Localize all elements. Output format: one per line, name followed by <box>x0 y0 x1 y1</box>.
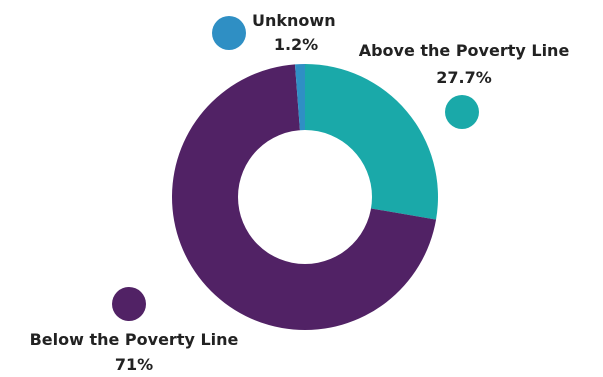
unknown-marker <box>212 16 246 50</box>
above-poverty-label: Above the Poverty Line <box>359 41 570 60</box>
below-poverty-value: 71% <box>115 355 153 374</box>
above-poverty-marker <box>445 95 479 129</box>
unknown-value: 1.2% <box>274 35 318 54</box>
unknown-label: Unknown <box>252 11 336 30</box>
below-poverty-label: Below the Poverty Line <box>30 330 239 349</box>
donut-hole <box>238 130 372 264</box>
below-poverty-marker <box>112 287 146 321</box>
above-poverty-value: 27.7% <box>436 68 492 87</box>
